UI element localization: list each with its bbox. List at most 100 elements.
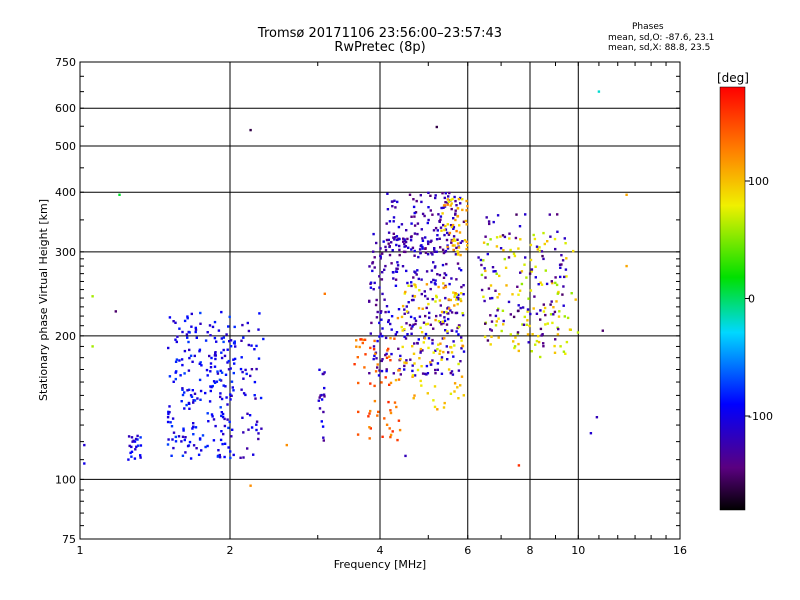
data-point [374, 303, 378, 307]
data-point [420, 292, 423, 296]
data-point [452, 226, 456, 229]
data-point [410, 215, 413, 218]
data-point [559, 275, 562, 279]
data-point [182, 427, 185, 430]
data-point [376, 363, 379, 366]
data-point [385, 356, 389, 359]
data-point [439, 314, 442, 317]
data-point [229, 339, 233, 342]
data-point [215, 380, 219, 383]
data-point [431, 359, 434, 362]
data-point [447, 298, 450, 301]
data-point [446, 203, 449, 206]
data-point [452, 237, 456, 241]
data-point [490, 320, 494, 323]
data-point [379, 311, 382, 314]
data-point [459, 253, 462, 257]
data-point [517, 293, 520, 296]
data-point [139, 444, 143, 447]
data-point [414, 319, 418, 322]
data-point [380, 381, 383, 384]
data-point [356, 356, 359, 359]
data-point [431, 298, 434, 301]
data-point [413, 215, 416, 218]
data-point [442, 286, 445, 290]
data-point [395, 243, 398, 247]
data-point [456, 253, 460, 256]
data-point [524, 213, 527, 216]
y-tick-label: 400 [55, 186, 76, 199]
data-point [443, 250, 447, 254]
data-point [389, 322, 392, 326]
data-point [455, 246, 458, 250]
data-point [129, 451, 132, 455]
data-point [379, 247, 382, 250]
data-point [533, 295, 536, 298]
data-point [526, 308, 530, 311]
data-point [542, 257, 545, 261]
data-point [459, 202, 462, 205]
data-point [536, 248, 539, 251]
data-point [247, 329, 251, 333]
data-point [376, 414, 379, 417]
data-point [418, 357, 421, 360]
data-point [515, 213, 518, 216]
data-point [533, 237, 537, 241]
data-point [426, 253, 430, 256]
data-point [392, 271, 395, 274]
data-point [450, 207, 453, 211]
data-point [133, 440, 137, 443]
data-point [195, 336, 198, 339]
x-tick-label: 4 [377, 544, 384, 557]
data-point [558, 310, 561, 313]
data-point [517, 349, 520, 353]
data-point [461, 312, 464, 315]
data-point [433, 250, 436, 253]
data-point [429, 361, 432, 364]
data-point [391, 430, 394, 433]
data-point [495, 272, 498, 275]
data-point [486, 252, 489, 256]
data-point [390, 315, 394, 318]
data-point [490, 329, 493, 332]
colorbar-tick-label: -100 [748, 410, 773, 423]
data-point [390, 262, 393, 265]
data-point [441, 248, 445, 251]
x-tick-label: 2 [227, 544, 234, 557]
data-point [174, 440, 178, 443]
data-point [480, 273, 484, 277]
data-point [551, 321, 554, 325]
data-point [553, 344, 556, 348]
data-point [380, 278, 384, 281]
data-point [423, 290, 426, 293]
data-point [534, 265, 537, 268]
data-point [524, 256, 527, 259]
data-point [375, 241, 378, 245]
data-point [187, 401, 191, 405]
data-point [194, 330, 197, 334]
data-point [213, 365, 217, 368]
data-point [195, 447, 198, 450]
data-point [456, 238, 459, 241]
data-point [394, 278, 398, 281]
data-point [396, 438, 399, 442]
data-point [411, 325, 414, 328]
data-point [373, 384, 376, 388]
data-point [220, 411, 223, 414]
data-point [187, 340, 190, 344]
data-point [402, 250, 406, 253]
data-point [398, 248, 401, 252]
data-point [560, 254, 563, 257]
data-point [223, 417, 226, 421]
data-point [357, 410, 360, 414]
data-point [407, 246, 410, 249]
data-point [419, 194, 422, 197]
data-point [459, 297, 462, 301]
data-point [318, 407, 322, 410]
data-point [219, 395, 222, 399]
data-point [413, 211, 416, 215]
data-point [384, 353, 387, 357]
data-point [424, 314, 427, 318]
data-point [425, 373, 428, 376]
